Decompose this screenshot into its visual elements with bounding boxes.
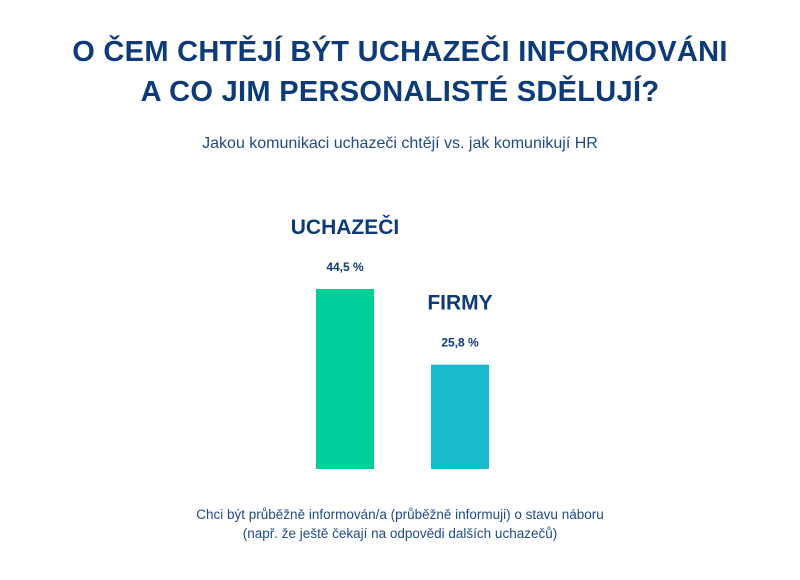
chart-title: O ČEM CHTĚJÍ BÝT UCHAZEČI INFORMOVÁNI A … <box>0 32 800 112</box>
value-label-uchazeci: 44,5 % <box>326 260 364 274</box>
bar-uchazeci <box>316 289 374 469</box>
title-line-1: O ČEM CHTĚJÍ BÝT UCHAZEČI INFORMOVÁNI <box>72 36 728 68</box>
category-label-uchazeci: UCHAZEČI <box>291 215 400 239</box>
bar-firmy <box>431 364 489 469</box>
chart-subtitle: Jakou komunikaci uchazeči chtějí vs. jak… <box>202 135 598 152</box>
value-label-firmy: 25,8 % <box>441 336 479 350</box>
chart-caption: Chci být průběžně informován/a (průběžně… <box>0 505 800 543</box>
category-label-firmy: FIRMY <box>427 292 492 315</box>
title-line-2: A CO JIM PERSONALISTÉ SDĚLUJÍ? <box>140 76 660 108</box>
caption-line-1: Chci být průběžně informován/a (průběžně… <box>196 507 604 522</box>
caption-line-2: (např. že ještě čekají na odpovědi další… <box>242 526 558 541</box>
bar-chart: 44,5 % UCHAZEČI 25,8 % FIRMY <box>291 215 493 469</box>
